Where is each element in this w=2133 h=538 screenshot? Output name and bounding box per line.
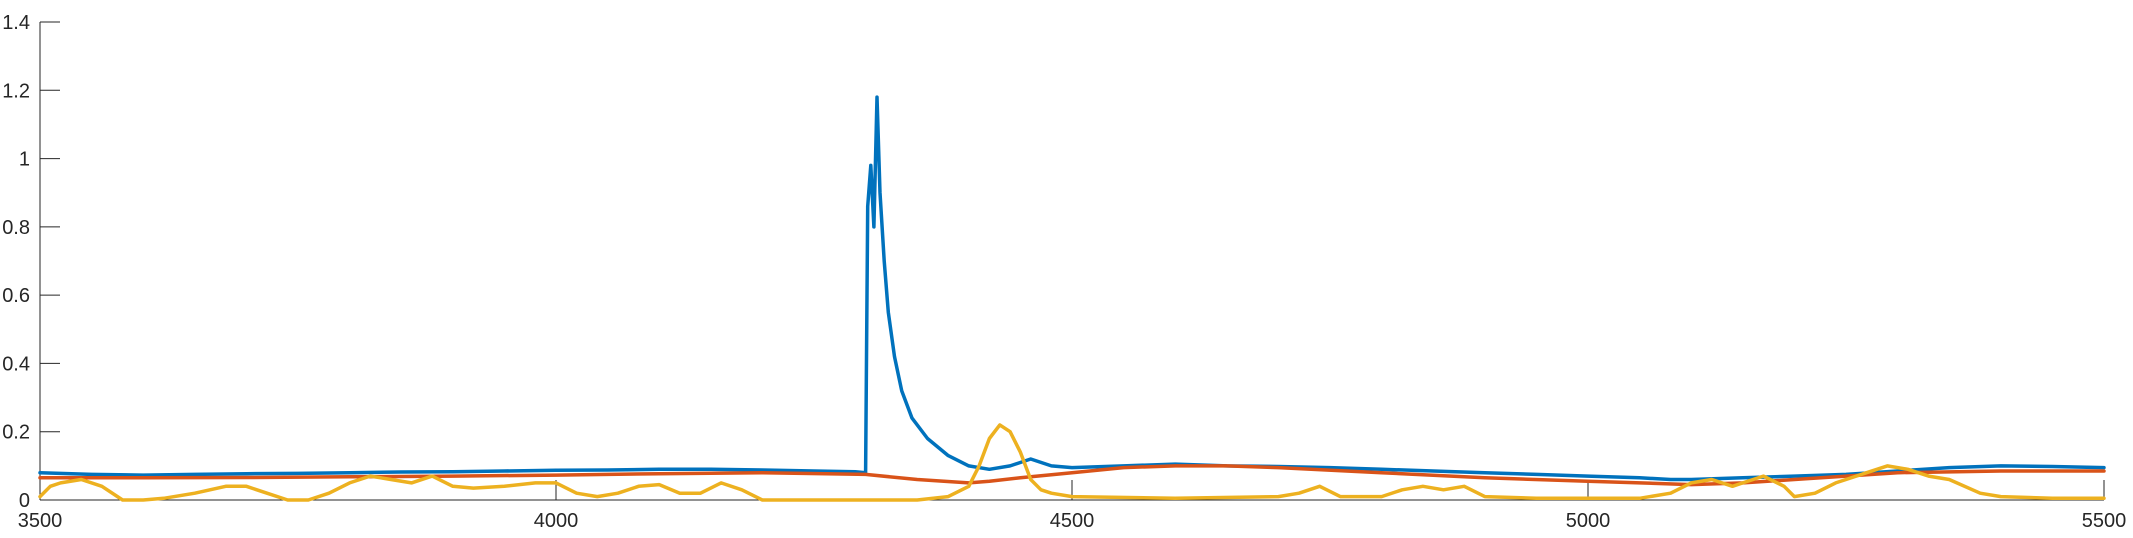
x-tick-label: 4500 xyxy=(1050,510,1095,532)
y-tick-label: 1.2 xyxy=(2,80,30,102)
x-tick-label: 5000 xyxy=(1566,510,1611,532)
y-tick-label: 0 xyxy=(19,490,30,512)
y-tick-label: 0.8 xyxy=(2,217,30,239)
x-tick-label: 5500 xyxy=(2082,510,2127,532)
x-tick-label: 3500 xyxy=(18,510,63,532)
series-line-3 xyxy=(38,423,2106,502)
y-tick-label: 0.4 xyxy=(2,353,30,375)
series-line-1 xyxy=(38,95,2106,482)
x-tick-label: 4000 xyxy=(534,510,579,532)
y-tick-label: 0.2 xyxy=(2,422,30,444)
y-tick-label: 1 xyxy=(19,149,30,171)
y-tick-label: 1.4 xyxy=(2,12,30,34)
y-tick-label: 0.6 xyxy=(2,285,30,307)
